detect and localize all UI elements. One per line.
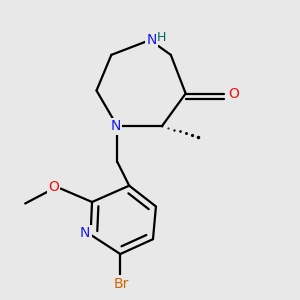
Text: O: O	[228, 86, 239, 100]
Text: H: H	[157, 31, 167, 44]
Text: O: O	[48, 180, 59, 194]
Text: Br: Br	[114, 277, 130, 291]
Text: N: N	[111, 119, 121, 133]
Text: N: N	[80, 226, 90, 240]
Text: N: N	[146, 33, 157, 47]
